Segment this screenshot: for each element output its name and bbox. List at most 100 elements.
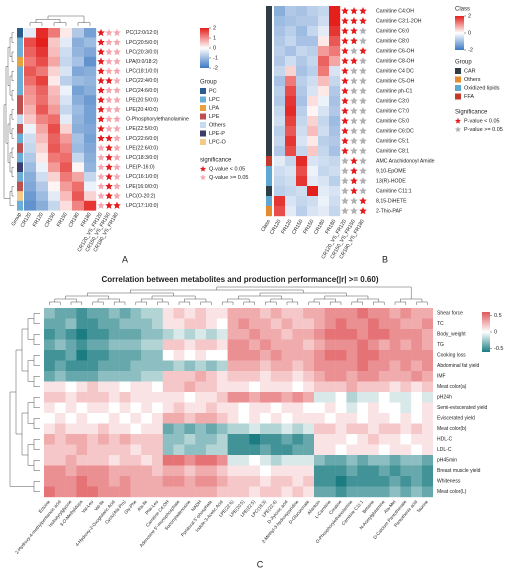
heatmap-cell (184, 339, 196, 351)
heatmap-cell (108, 318, 120, 330)
heatmap-cell (285, 166, 297, 177)
heatmap-cell (274, 56, 286, 67)
heatmap-cell (249, 434, 261, 445)
legend-label: LPC-O (209, 139, 227, 145)
heatmap-cell (335, 381, 347, 393)
heatmap-cell (400, 381, 412, 393)
heatmap-cell (36, 172, 49, 182)
heatmap-cell (296, 206, 308, 217)
row-label: LPE(16:0/0:0) (126, 184, 158, 190)
significance-star (97, 182, 105, 190)
heatmap-cell (238, 423, 250, 435)
heatmap-cell (60, 114, 73, 125)
heatmap-cell (422, 444, 433, 456)
heatmap-cell (98, 423, 109, 435)
heatmap-cell (260, 329, 271, 340)
heatmap-cell (130, 329, 142, 340)
dendrogram (86, 292, 174, 296)
heatmap-cell (84, 181, 97, 192)
group-bar (266, 6, 272, 17)
significance-star (97, 201, 105, 209)
heatmap-cell (162, 486, 174, 498)
heatmap-cell (281, 329, 293, 340)
heatmap-cell (324, 476, 336, 487)
legend-label: PC (209, 88, 217, 94)
heatmap-cell (400, 402, 412, 414)
heatmap-cell (357, 413, 369, 424)
heatmap-cell (65, 423, 77, 435)
significance-star (105, 67, 113, 75)
heatmap-cell (130, 413, 142, 424)
heatmap-cell (36, 124, 49, 134)
row-label: Carnitine C4:OH (376, 8, 414, 14)
heatmap-cell (44, 444, 55, 456)
heatmap-cell (54, 350, 66, 361)
heatmap-cell (292, 455, 304, 466)
heatmap-cell (318, 136, 330, 147)
heatmap-cell (389, 444, 401, 456)
heatmap-cell (274, 166, 286, 177)
significance-star (97, 38, 105, 46)
significance-star (105, 134, 113, 142)
heatmap-cell (389, 486, 401, 498)
heatmap-cell (422, 434, 433, 445)
heatmap-cell (65, 444, 77, 456)
group-bar (266, 206, 272, 217)
heatmap-cell (152, 413, 163, 424)
heatmap-cell (60, 76, 73, 86)
heatmap-cell (249, 486, 261, 498)
significance-star (359, 26, 367, 35)
heatmap-cell (400, 476, 412, 487)
significance-star (105, 153, 113, 161)
row-label: LPC(24:6/0:0) (126, 88, 159, 94)
heatmap-cell (329, 136, 341, 147)
heatmap-cell (162, 360, 174, 372)
heatmap-cell (184, 486, 196, 498)
heatmap-cell (173, 486, 185, 498)
heatmap-cell (54, 486, 66, 498)
dendrogram (286, 301, 299, 305)
row-label: Abdominal fat yield (437, 363, 479, 369)
heatmap-cell (411, 402, 423, 414)
significance-star (350, 26, 358, 35)
heatmap-cell (400, 434, 412, 445)
dendrogram (416, 301, 428, 305)
heatmap-cell (314, 423, 325, 435)
heatmap-cell (238, 413, 250, 424)
heatmap-cell (389, 392, 401, 403)
heatmap-cell (24, 95, 37, 105)
heatmap-cell (274, 86, 286, 97)
heatmap-cell (119, 423, 131, 435)
heatmap-cell (184, 444, 196, 456)
heatmap-cell (324, 381, 336, 393)
heatmap-cell (36, 191, 49, 201)
heatmap-cell (274, 106, 286, 117)
heatmap-cell (44, 329, 55, 340)
heatmap-cell (292, 423, 304, 435)
heatmap-cell (335, 402, 347, 414)
heatmap-cell (307, 166, 319, 177)
heatmap-cell (206, 476, 217, 487)
heatmap-cell (108, 350, 120, 361)
heatmap-cell (195, 381, 207, 393)
heatmap-cell (48, 95, 61, 105)
row-label: LPC(O-20:2) (126, 193, 156, 199)
heatmap-cell (98, 444, 109, 456)
heatmap-cell (296, 156, 308, 167)
heatmap-cell (335, 318, 347, 330)
heatmap-cell (411, 465, 423, 477)
heatmap-cell (48, 191, 61, 201)
heatmap-cell (206, 423, 217, 435)
heatmap-cell (314, 308, 325, 319)
heatmap-cell (274, 116, 286, 127)
heatmap-cell (60, 181, 73, 192)
dendrogram (47, 15, 85, 23)
dendrogram (11, 128, 14, 139)
heatmap-cell (44, 434, 55, 445)
dendrogram (7, 46, 10, 86)
heatmap-cell (173, 381, 185, 393)
heatmap-cell (44, 318, 55, 330)
heatmap-cell (54, 339, 66, 351)
heatmap-cell (48, 200, 61, 211)
heatmap-cell (60, 85, 73, 96)
